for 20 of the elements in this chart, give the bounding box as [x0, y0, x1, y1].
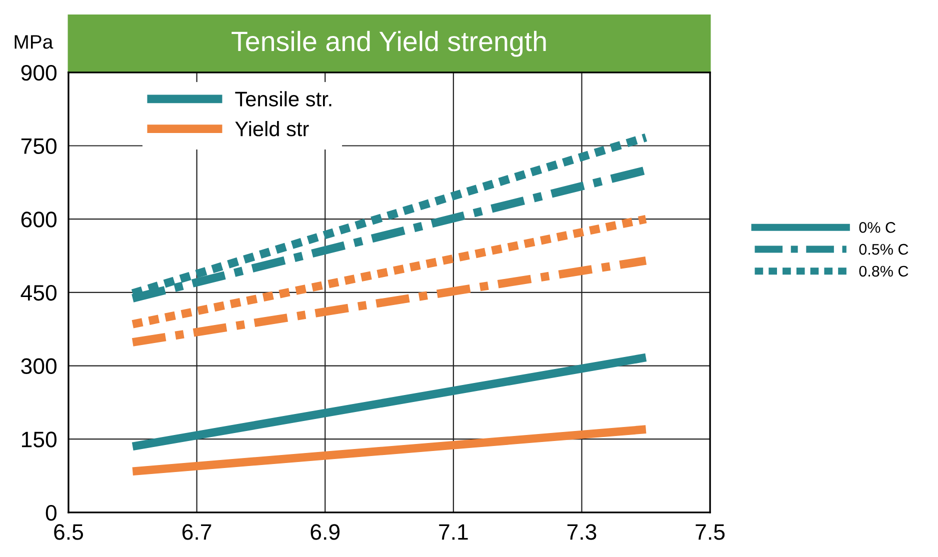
y-tick-label: 750 — [21, 138, 56, 154]
y-tick-label: 150 — [22, 432, 56, 448]
text: 0.8% C — [859, 266, 908, 277]
x-tick-label: 7.1 — [439, 524, 468, 540]
y-axis-title: MPa — [14, 35, 54, 49]
y-tick-label: 300 — [21, 358, 56, 374]
legend-label: Yield str — [235, 120, 309, 136]
text: 0.5% C — [859, 244, 908, 255]
x-tick-label: 6.7 — [182, 524, 212, 540]
x-tick-label: 7.5 — [696, 524, 725, 540]
x-tick-label: 6.5 — [54, 524, 83, 540]
x-tick-label: 6.9 — [310, 524, 340, 540]
chart-title: Tensile and Yield strength — [232, 30, 546, 57]
legend-label: Tensile str. — [235, 91, 332, 106]
y-tick-label: 0 — [46, 504, 56, 521]
x-tick-label: 7.3 — [567, 524, 596, 540]
text: 0% C — [859, 222, 896, 233]
y-tick-label: 900 — [21, 64, 56, 81]
y-tick-label: 600 — [21, 212, 56, 228]
y-tick-label: 450 — [20, 284, 56, 301]
